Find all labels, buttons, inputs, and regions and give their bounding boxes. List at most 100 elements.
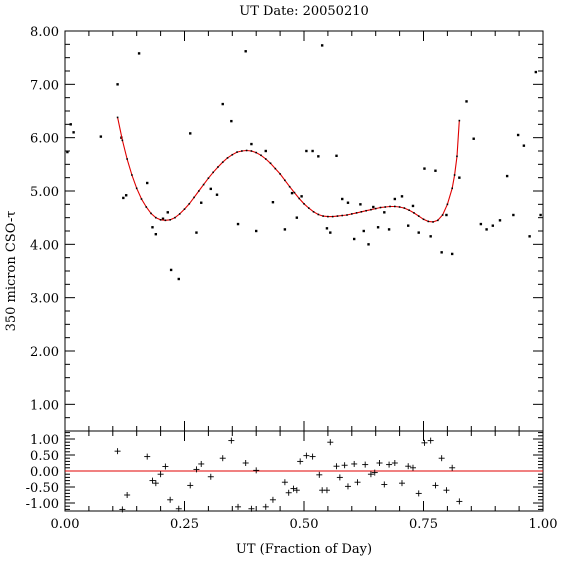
fit-marker	[417, 215, 420, 217]
data-point	[440, 251, 443, 254]
y-tick-label: 8.00	[30, 25, 59, 40]
y-tick-label: 7.00	[30, 78, 59, 93]
data-point	[124, 194, 128, 197]
residual-point	[415, 490, 422, 497]
data-point	[209, 187, 212, 191]
tau-data-points	[66, 44, 542, 281]
fit-marker	[159, 219, 162, 221]
residual-point	[290, 485, 297, 492]
residual-point	[157, 471, 164, 478]
data-point	[215, 193, 219, 196]
top-y-tick-labels: 1.00 2.00 3.00 4.00 5.00 6.00 7.00 8.00	[30, 25, 59, 413]
residual-point	[242, 460, 249, 466]
residual-point	[297, 458, 304, 465]
data-point	[383, 211, 386, 214]
fit-marker	[331, 215, 334, 218]
fit-marker	[250, 150, 253, 152]
data-point	[137, 52, 141, 55]
data-point	[230, 119, 233, 123]
residual-y-tick-labels: -1.00-0.500.000.501.00	[26, 433, 59, 512]
fit-marker	[422, 218, 425, 221]
data-point	[169, 268, 173, 272]
residual-point	[144, 453, 151, 460]
data-point	[534, 70, 538, 74]
residual-point	[354, 479, 361, 486]
x-tick-labels: 0.00 0.25 0.50 0.75 1.00	[51, 517, 558, 532]
data-point	[271, 201, 275, 204]
residual-point	[309, 453, 316, 460]
fit-marker	[245, 149, 248, 152]
fit-marker	[274, 167, 277, 170]
fit-marker	[441, 214, 444, 216]
fit-marker	[446, 203, 449, 206]
data-point	[244, 50, 247, 53]
data-point	[189, 132, 192, 135]
x-tick-label: 0.25	[170, 517, 199, 532]
fit-marker	[279, 173, 281, 175]
data-point	[429, 235, 432, 238]
x-axis-label: UT (Fraction of Day)	[236, 542, 372, 557]
fit-marker	[169, 219, 171, 221]
data-point	[450, 252, 454, 256]
data-point	[528, 235, 531, 238]
data-point	[472, 137, 475, 140]
fit-marker	[374, 207, 377, 210]
data-point	[317, 155, 320, 158]
fit-marker	[131, 174, 133, 176]
fit-marker	[288, 185, 291, 188]
data-point	[423, 167, 426, 170]
residual-point	[293, 487, 300, 494]
data-point	[445, 213, 448, 217]
residual-point	[152, 480, 159, 487]
data-point	[417, 231, 420, 234]
x-tick-label: 1.00	[529, 517, 558, 532]
fit-marker	[255, 151, 257, 154]
data-point	[491, 224, 495, 227]
y-tick-label: -0.50	[26, 481, 59, 496]
residual-point	[351, 460, 358, 467]
fit-marker	[398, 206, 401, 208]
data-point	[300, 195, 303, 198]
residual-point	[149, 477, 156, 484]
residual-point	[114, 448, 121, 455]
fit-marker	[312, 211, 315, 213]
data-point	[329, 231, 332, 234]
fit-marker	[453, 174, 456, 176]
data-point	[177, 277, 180, 281]
data-point	[122, 196, 125, 200]
residual-point	[438, 455, 445, 462]
residual-point	[285, 489, 292, 496]
fit-marker	[432, 221, 434, 223]
fit-marker	[145, 206, 148, 208]
fit-curve-markers	[116, 116, 461, 223]
residual-point	[376, 460, 383, 466]
data-point	[485, 228, 488, 231]
data-point	[116, 83, 119, 86]
fit-marker	[322, 215, 324, 217]
y-tick-label: 6.00	[30, 132, 59, 147]
fit-marker	[336, 215, 339, 217]
residual-point	[398, 480, 405, 487]
fit-marker	[155, 216, 157, 219]
data-point	[250, 142, 253, 146]
fit-marker	[236, 151, 238, 153]
data-point	[283, 228, 287, 231]
residual-point	[386, 461, 393, 468]
data-point	[221, 102, 224, 106]
fit-marker	[317, 213, 320, 216]
fit-marker	[403, 207, 406, 209]
residual-point	[381, 481, 388, 488]
residual-point	[344, 483, 351, 490]
fit-marker	[307, 207, 310, 209]
data-point	[335, 154, 338, 157]
residual-point	[341, 462, 348, 469]
data-point	[66, 150, 69, 154]
data-point	[295, 216, 299, 219]
fit-marker	[456, 155, 458, 158]
fit-marker	[126, 158, 128, 160]
residual-point	[427, 437, 434, 444]
data-point	[376, 226, 380, 229]
residual-point	[187, 482, 194, 489]
data-point	[346, 201, 350, 204]
